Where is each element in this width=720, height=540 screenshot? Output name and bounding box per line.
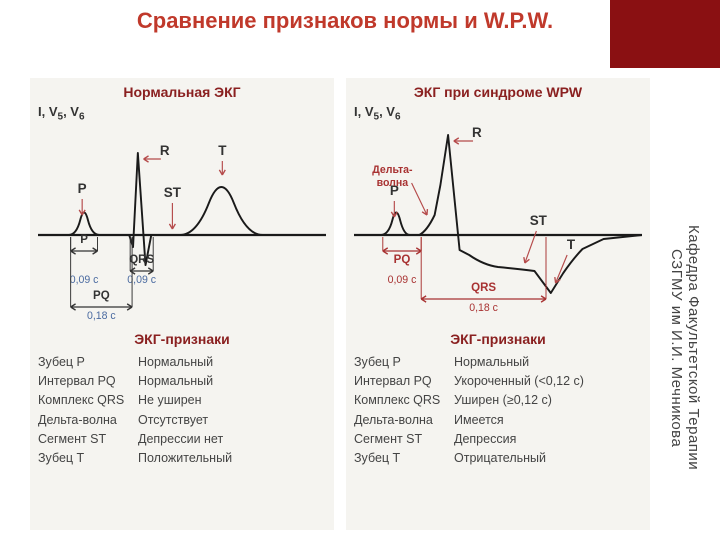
sign-value: Нормальный xyxy=(138,353,326,372)
signs-row: Дельта-волнаОтсутствует xyxy=(38,411,326,430)
signs-table: Зубец PНормальныйИнтервал PQУкороченный … xyxy=(354,353,642,469)
signs-table: Зубец PНормальныйИнтервал PQНормальныйКо… xyxy=(38,353,326,469)
lead-label: I, V5, V6 xyxy=(354,104,642,123)
svg-text:R: R xyxy=(472,125,482,140)
sign-key: Комплекс QRS xyxy=(38,391,138,410)
svg-text:волна: волна xyxy=(377,176,409,188)
sign-value: Отрицательный xyxy=(454,449,642,468)
svg-text:Дельта-: Дельта- xyxy=(372,163,413,175)
svg-text:PQ: PQ xyxy=(93,288,110,301)
sign-key: Сегмент ST xyxy=(354,430,454,449)
sign-value: Положительный xyxy=(138,449,326,468)
signs-row: Сегмент STДепрессия xyxy=(354,430,642,449)
sign-value: Укороченный (<0,12 с) xyxy=(454,372,642,391)
panel-title: Нормальная ЭКГ xyxy=(38,84,326,100)
signs-row: Дельта-волнаИмеется xyxy=(354,411,642,430)
sign-key: Дельта-волна xyxy=(38,411,138,430)
panels-container: Нормальная ЭКГ I, V5, V6 P R ST T P 0,09 с QRS 0,… xyxy=(30,78,650,530)
svg-text:0,18 с: 0,18 с xyxy=(469,301,498,313)
signs-row: Зубец PНормальный xyxy=(354,353,642,372)
signs-row: Комплекс QRSНе уширен xyxy=(38,391,326,410)
signs-row: Зубец TОтрицательный xyxy=(354,449,642,468)
accent-box xyxy=(610,0,720,68)
ecg-panel: ЭКГ при синдроме WPWI, V5, V6PRSTTДельта… xyxy=(346,78,650,530)
svg-text:0,09 с: 0,09 с xyxy=(388,273,417,285)
svg-text:P: P xyxy=(80,232,88,245)
sign-key: Зубец P xyxy=(354,353,454,372)
sign-value: Уширен (≥0,12 с) xyxy=(454,391,642,410)
sign-key: Сегмент ST xyxy=(38,430,138,449)
signs-row: Интервал PQНормальный xyxy=(38,372,326,391)
sign-value: Депрессии нет xyxy=(138,430,326,449)
sign-key: Зубец T xyxy=(38,449,138,468)
title-area: Сравнение признаков нормы и W.P.W. xyxy=(0,0,610,68)
sidebar-attribution: Кафедра Факультетской Терапии СЗГМУ им И… xyxy=(668,198,702,498)
ecg-diagram: PRSTTДельта-волнаPQ0,09 сQRS0,18 с xyxy=(354,125,642,325)
sign-key: Интервал PQ xyxy=(354,372,454,391)
svg-text:PQ: PQ xyxy=(394,252,411,265)
signs-title: ЭКГ-признаки xyxy=(354,331,642,347)
signs-row: Комплекс QRSУширен (≥0,12 с) xyxy=(354,391,642,410)
signs-row: Зубец TПоложительный xyxy=(38,449,326,468)
svg-text:R: R xyxy=(160,142,170,157)
sign-value: Отсутствует xyxy=(138,411,326,430)
svg-text:T: T xyxy=(218,142,227,157)
svg-text:T: T xyxy=(567,236,576,251)
sign-value: Нормальный xyxy=(454,353,642,372)
top-bar: Сравнение признаков нормы и W.P.W. xyxy=(0,0,720,68)
content: Нормальная ЭКГ I, V5, V6 P R ST T P 0,09 с QRS 0,… xyxy=(0,68,720,540)
signs-row: Интервал PQУкороченный (<0,12 с) xyxy=(354,372,642,391)
sign-key: Комплекс QRS xyxy=(354,391,454,410)
svg-text:0,18 с: 0,18 с xyxy=(87,309,116,321)
ecg-diagram: PRSTTP0,09 сQRS0,09 сPQ0,18 с xyxy=(38,125,326,325)
page-title: Сравнение признаков нормы и W.P.W. xyxy=(100,8,590,34)
svg-text:ST: ST xyxy=(530,212,548,227)
sign-value: Нормальный xyxy=(138,372,326,391)
signs-row: Зубец PНормальный xyxy=(38,353,326,372)
ecg-panel: Нормальная ЭКГ I, V5, V6 P R ST T P 0,09 с QRS 0,… xyxy=(30,78,334,530)
sign-key: Зубец T xyxy=(354,449,454,468)
sign-key: Зубец P xyxy=(38,353,138,372)
sign-key: Дельта-волна xyxy=(354,411,454,430)
signs-row: Сегмент STДепрессии нет xyxy=(38,430,326,449)
panel-title: ЭКГ при синдроме WPW xyxy=(354,84,642,100)
svg-text:ST: ST xyxy=(164,184,182,199)
sign-key: Интервал PQ xyxy=(38,372,138,391)
sign-value: Депрессия xyxy=(454,430,642,449)
svg-text:QRS: QRS xyxy=(129,252,154,265)
sign-value: Имеется xyxy=(454,411,642,430)
signs-title: ЭКГ-признаки xyxy=(38,331,326,347)
svg-text:0,09 с: 0,09 с xyxy=(70,273,99,285)
sign-value: Не уширен xyxy=(138,391,326,410)
lead-label: I, V5, V6 xyxy=(38,104,326,123)
svg-text:P: P xyxy=(78,180,87,195)
svg-text:QRS: QRS xyxy=(471,280,496,293)
